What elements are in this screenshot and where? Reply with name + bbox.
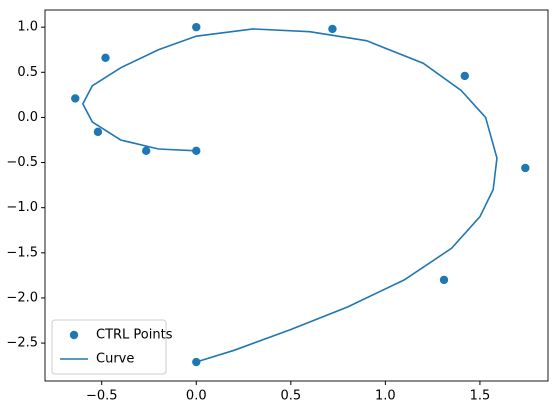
control-point: [93, 127, 103, 137]
control-point: [71, 94, 80, 103]
y-tick-label: 0.5: [17, 65, 38, 80]
y-tick-label: 1.0: [17, 20, 38, 35]
y-tick-label: −1.0: [6, 200, 38, 215]
control-point: [439, 275, 449, 285]
legend-box: [51, 319, 167, 375]
control-point: [101, 53, 110, 63]
control-point: [141, 146, 151, 156]
curve: [81, 28, 498, 363]
control-point: [328, 24, 337, 34]
x-tick-label: 1.5: [470, 389, 491, 404]
control-point: [192, 22, 201, 32]
x-tick-label: 0.0: [186, 389, 207, 404]
legend-label: CTRL Points: [96, 328, 173, 343]
y-tick-label: −0.5: [6, 155, 38, 170]
legend-marker: [69, 330, 79, 340]
x-tick-label: 1.0: [375, 389, 396, 404]
x-tick-label: −0.5: [86, 389, 118, 404]
y-tick-label: −2.5: [6, 336, 38, 351]
legend-label: Curve: [96, 352, 134, 367]
y-tick-label: 0.0: [17, 110, 38, 125]
y-tick-label: −1.5: [6, 245, 38, 260]
axes-frame: [44, 9, 549, 382]
x-tick-label: 0.5: [280, 389, 301, 404]
y-tick-label: −2.0: [6, 290, 38, 305]
control-point: [521, 163, 530, 173]
control-point: [460, 71, 469, 81]
